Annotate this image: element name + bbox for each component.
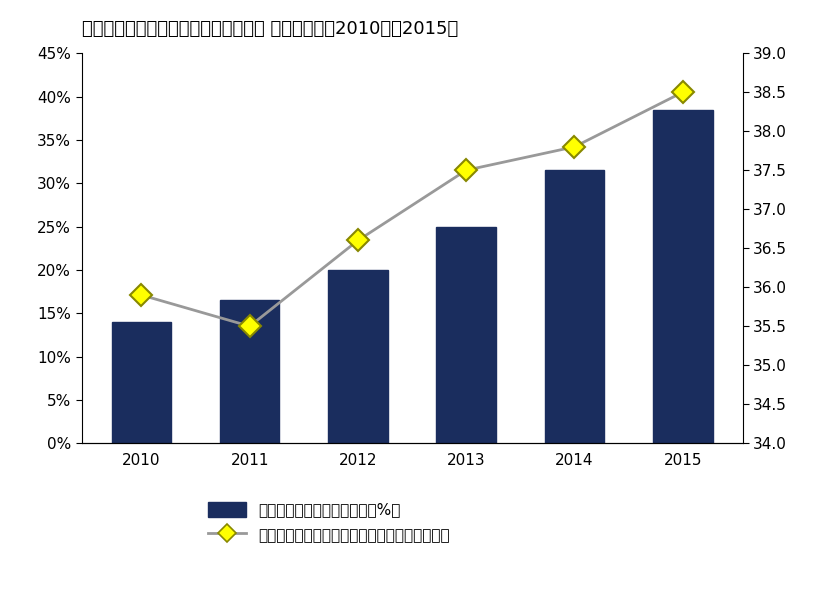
Bar bbox=[545, 170, 605, 443]
Bar bbox=[328, 270, 388, 443]
Bar bbox=[437, 226, 496, 443]
Bar bbox=[112, 322, 171, 443]
Text: 国内法人向けクライアント仮想化市場 導入率予測、2010年～2015年: 国内法人向けクライアント仮想化市場 導入率予測、2010年～2015年 bbox=[82, 20, 458, 38]
Bar bbox=[653, 109, 712, 443]
Bar bbox=[220, 300, 279, 443]
Legend: クライアント仮想化導入率（%）, 法人向けクライアント端末累積台数（百万台）: クライアント仮想化導入率（%）, 法人向けクライアント端末累積台数（百万台） bbox=[208, 502, 450, 543]
